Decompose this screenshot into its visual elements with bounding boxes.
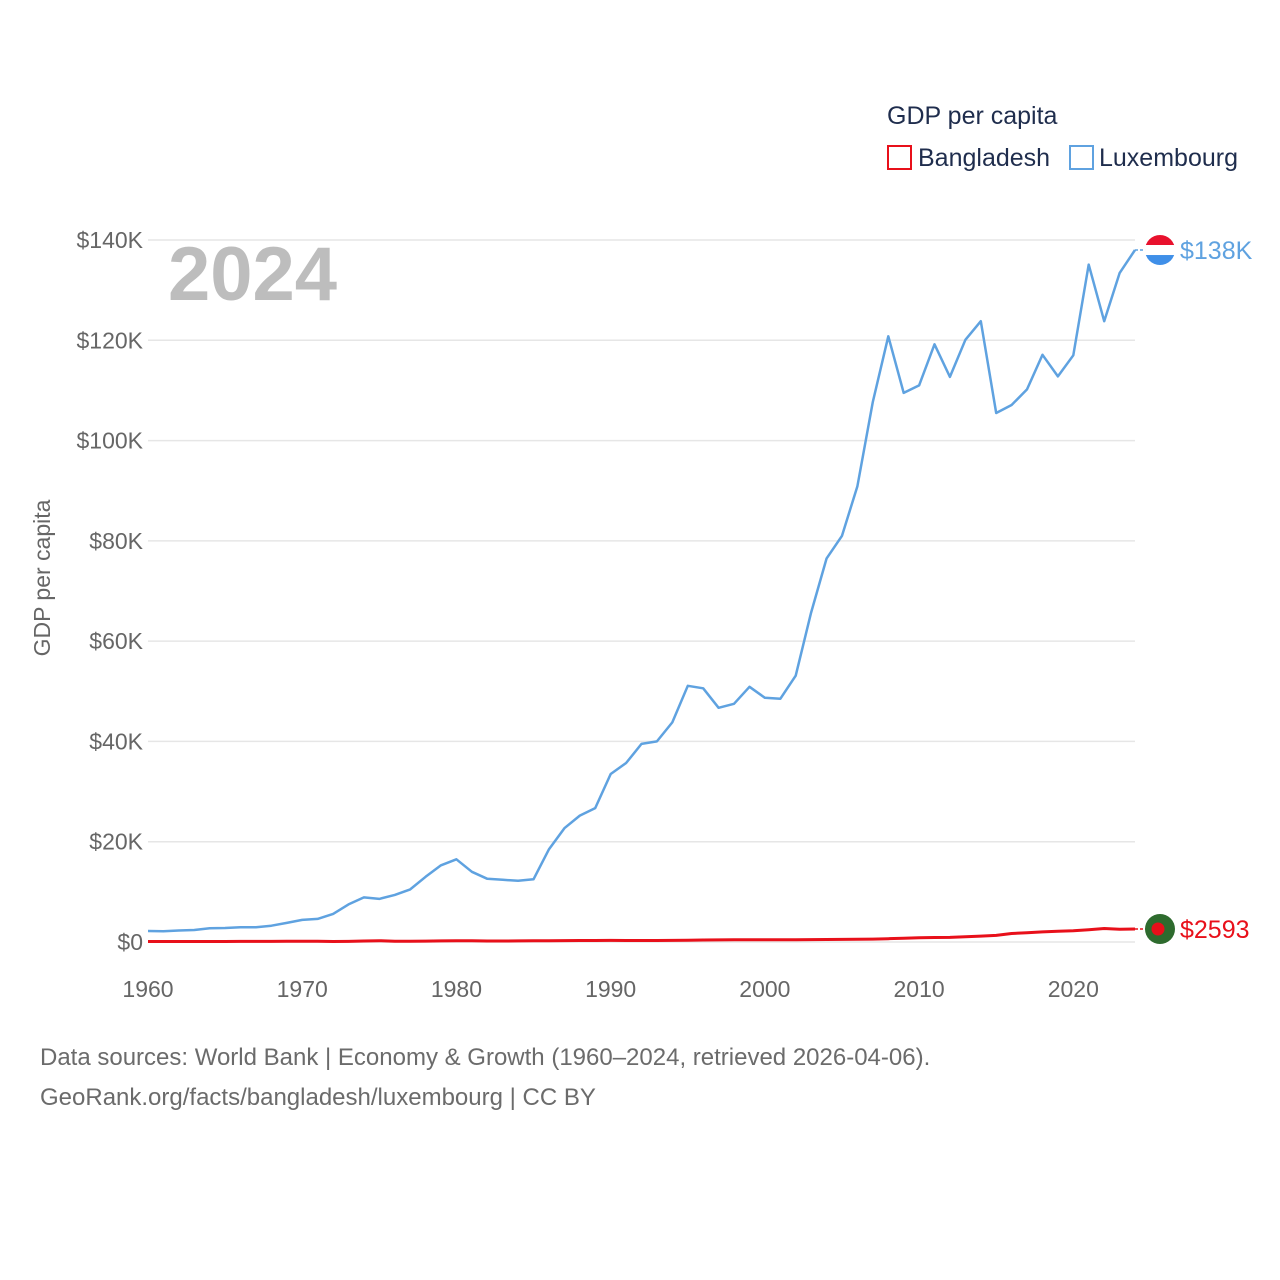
legend-title: GDP per capita [887, 102, 1058, 130]
y-tick-label: $140K [76, 227, 143, 253]
x-axis-ticks: 1960 1970 1980 1990 2000 2010 2020 [122, 976, 1098, 1002]
footer-sources: Data sources: World Bank | Economy & Gro… [40, 1044, 931, 1071]
end-value-label-luxembourg: $138K [1180, 237, 1253, 265]
legend: GDP per capita Bangladesh Luxembourg [887, 102, 1238, 172]
series-line-bangladesh [148, 927, 1136, 943]
y-tick-label: $60K [89, 628, 143, 654]
x-tick-label: 1960 [122, 976, 173, 1002]
legend-swatch-luxembourg [1069, 145, 1094, 170]
y-axis-ticks: $0 $20K $40K $60K $80K $100K $120K $140K [76, 227, 143, 955]
x-tick-label: 2000 [739, 976, 790, 1002]
x-tick-label: 1980 [431, 976, 482, 1002]
x-tick-label: 2020 [1048, 976, 1099, 1002]
y-tick-label: $0 [117, 929, 143, 955]
legend-label-bangladesh[interactable]: Bangladesh [918, 144, 1050, 172]
y-axis-title: GDP per capita [29, 499, 55, 656]
y-tick-label: $80K [89, 528, 143, 554]
y-tick-label: $100K [76, 428, 143, 454]
bangladesh-flag-icon [1145, 913, 1175, 944]
grid-lines [148, 239, 1135, 943]
legend-swatch-bangladesh [887, 145, 912, 170]
series-end-markers: $2593 $138K [1135, 235, 1253, 944]
x-tick-label: 2010 [894, 976, 945, 1002]
series-lines [147, 249, 1137, 943]
y-tick-label: $20K [89, 829, 143, 855]
footer-credit: GeoRank.org/facts/bangladesh/luxembourg … [40, 1084, 596, 1111]
x-tick-label: 1970 [277, 976, 328, 1002]
series-line-luxembourg [147, 249, 1137, 933]
y-tick-label: $40K [89, 728, 143, 754]
y-tick-label: $120K [76, 327, 143, 353]
current-year-label: 2024 [168, 232, 337, 317]
end-value-label-bangladesh: $2593 [1180, 916, 1250, 944]
luxembourg-flag-icon [1145, 235, 1175, 266]
legend-label-luxembourg[interactable]: Luxembourg [1099, 144, 1238, 172]
x-tick-label: 1990 [585, 976, 636, 1002]
